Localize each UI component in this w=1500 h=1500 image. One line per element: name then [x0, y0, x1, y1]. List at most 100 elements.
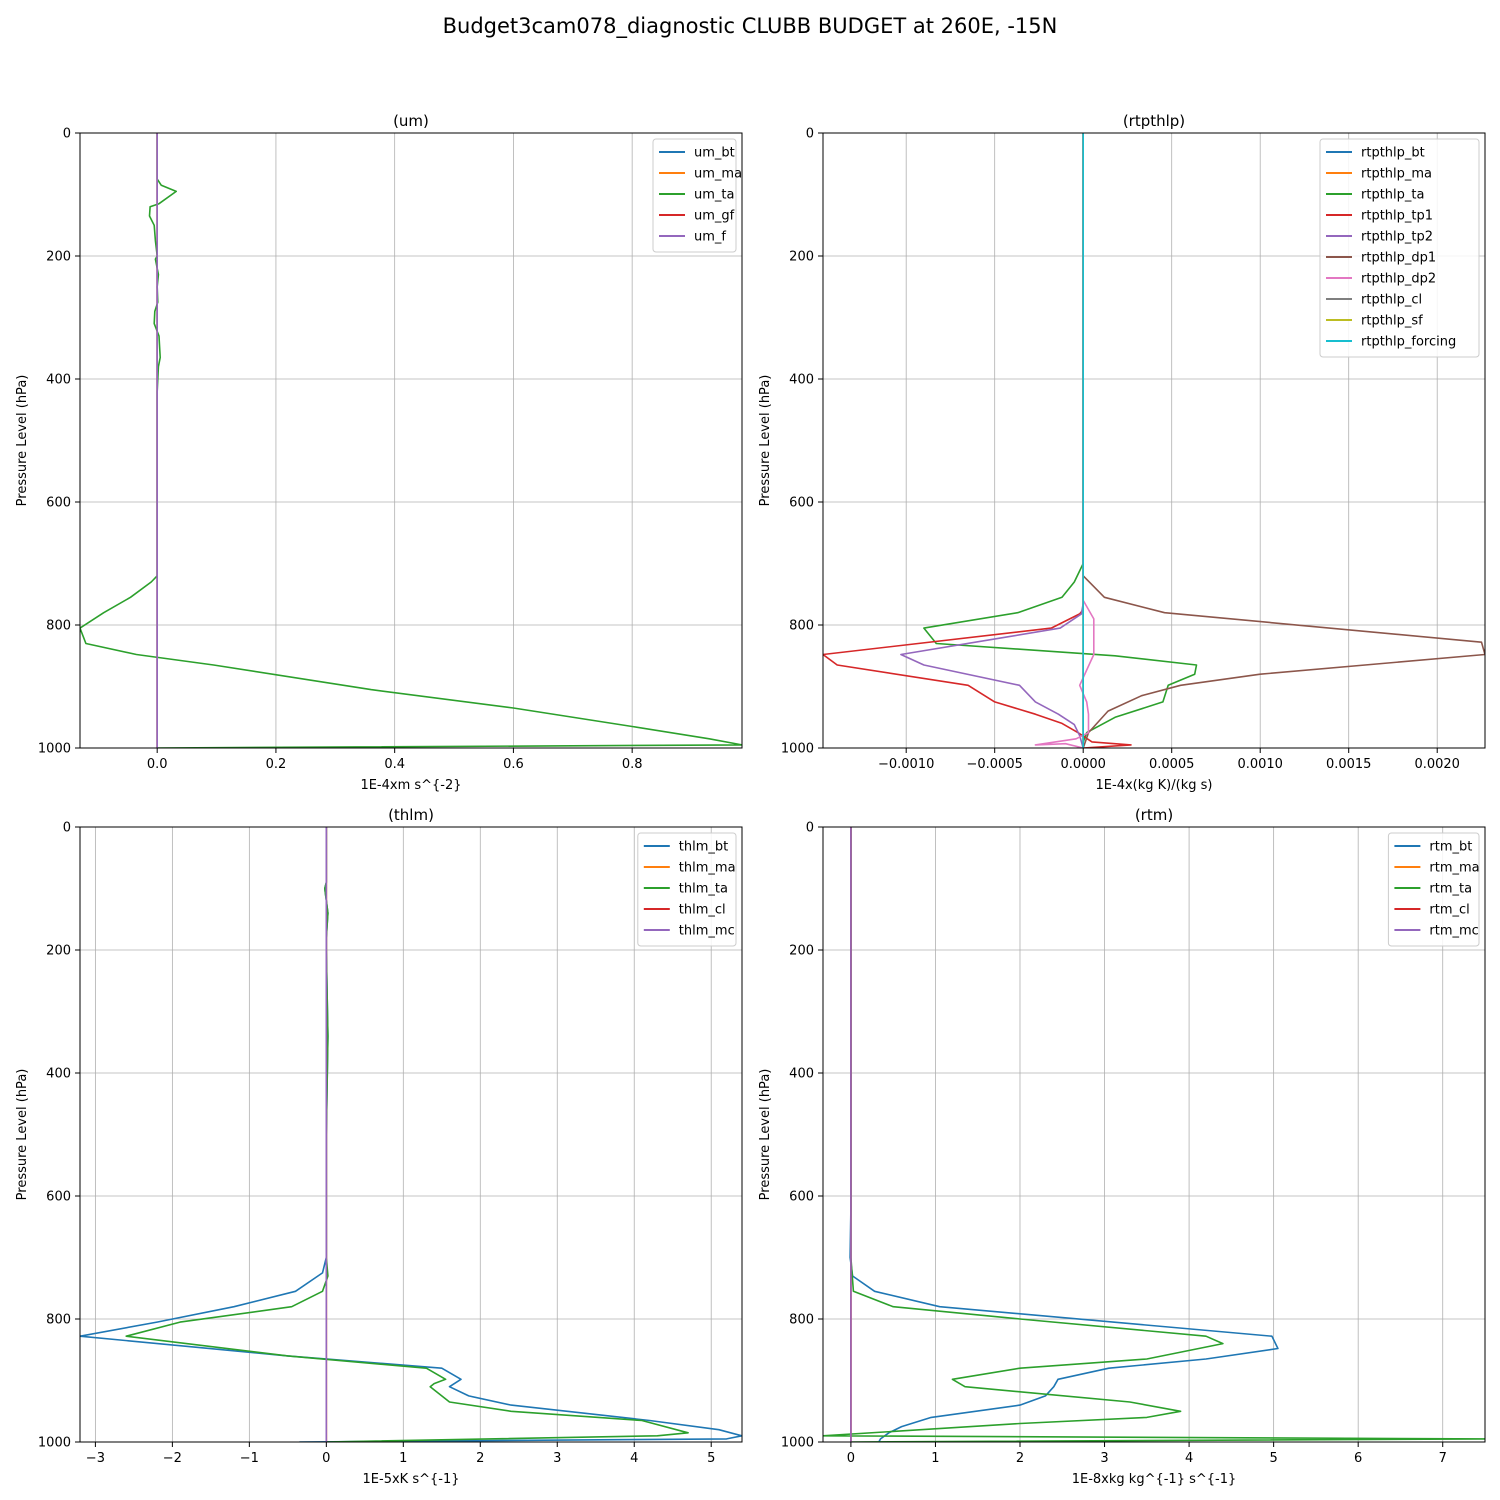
y-axis-label: Pressure Level (hPa)	[758, 375, 773, 507]
y-axis-label: Pressure Level (hPa)	[758, 1069, 773, 1201]
series-group	[80, 827, 742, 1442]
legend-label: thlm_ma	[679, 861, 736, 876]
x-tick-label: 0.0000	[1060, 757, 1106, 772]
y-tick-label: 1000	[781, 742, 814, 757]
legend-label: rtpthlp_dp2	[1361, 272, 1436, 287]
y-tick-label: 0	[63, 127, 71, 142]
x-tick-label: 0.8	[622, 757, 643, 772]
legend-label: rtpthlp_tp1	[1361, 209, 1433, 224]
x-tick-label: 0.0010	[1237, 757, 1283, 772]
y-tick-label: 1000	[38, 742, 71, 757]
x-axis-label: 1E-4xm s^{-2}	[360, 778, 461, 793]
y-tick-label: 800	[46, 619, 71, 634]
y-tick-label: 800	[789, 619, 814, 634]
x-tick-label: −3	[86, 1451, 105, 1466]
x-tick-label: 4	[1185, 1451, 1193, 1466]
x-tick-label: 0	[322, 1451, 330, 1466]
series-line-rtm_ta	[823, 827, 1485, 1442]
y-tick-label: 1000	[38, 1436, 71, 1451]
x-tick-label: 5	[1269, 1451, 1277, 1466]
x-tick-label: 0.0005	[1149, 757, 1195, 772]
legend-label: rtm_cl	[1429, 903, 1469, 918]
subplot-title: (thlm)	[388, 806, 434, 824]
legend-label: rtpthlp_cl	[1361, 293, 1422, 308]
figure-title: Budget3cam078_diagnostic CLUBB BUDGET at…	[442, 14, 1058, 38]
x-tick-label: 3	[1100, 1451, 1108, 1466]
x-axis-label: 1E-8xkg kg^{-1} s^{-1}	[1072, 1472, 1237, 1487]
x-tick-label: 2	[476, 1451, 484, 1466]
y-tick-label: 400	[46, 1067, 71, 1082]
legend-label: rtpthlp_sf	[1361, 314, 1423, 329]
y-tick-label: 200	[46, 250, 71, 265]
legend-box	[637, 832, 737, 947]
legend-label: rtpthlp_forcing	[1361, 335, 1456, 350]
axes-frame	[79, 826, 743, 1443]
subplot-title: (um)	[393, 112, 429, 130]
x-axis-label: 1E-4x(kg K)/(kg s)	[1096, 778, 1213, 793]
legend-label: um_f	[694, 230, 726, 245]
legend: thlm_bt thlm_ma thlm_ta thlm_cl thlm_mc	[637, 832, 737, 947]
legend-label: rtm_bt	[1429, 840, 1472, 855]
series-line-rtpthlp_tp2	[900, 133, 1084, 748]
x-tick-label: −0.0005	[966, 757, 1022, 772]
legend-label: um_ma	[694, 167, 742, 182]
axes-frame	[822, 132, 1486, 749]
legend-label: rtpthlp_ta	[1361, 188, 1424, 203]
x-tick-label: 7	[1439, 1451, 1447, 1466]
legend-label: thlm_bt	[679, 840, 728, 855]
x-tick-label: 6	[1354, 1451, 1362, 1466]
series-line-rtpthlp_dp2	[1034, 133, 1095, 748]
x-tick-label: 0.4	[384, 757, 405, 772]
x-tick-label: 5	[707, 1451, 715, 1466]
y-axis-label: Pressure Level (hPa)	[15, 375, 30, 507]
legend-label: rtpthlp_dp1	[1361, 251, 1436, 266]
y-tick-label: 1000	[781, 1436, 814, 1451]
y-tick-label: 0	[806, 821, 814, 836]
y-tick-label: 800	[789, 1313, 814, 1328]
legend-label: thlm_ta	[679, 882, 728, 897]
legend-box	[1387, 832, 1480, 947]
subplot-0: 0.0 0.2 0.4 0.6 0.8 0 200 400 600 800 1000 (um) 1E-4…	[15, 112, 743, 793]
subplot-1: −0.0010 −0.0005 0.0000 0.0005 0.0010 0.0015 0.…	[758, 112, 1486, 793]
legend-label: um_ta	[694, 188, 734, 203]
x-tick-label: 2	[1016, 1451, 1024, 1466]
y-tick-label: 200	[789, 944, 814, 959]
series-group	[823, 827, 1485, 1442]
legend-box	[652, 138, 737, 253]
x-tick-label: 1	[931, 1451, 939, 1466]
x-tick-label: 3	[553, 1451, 561, 1466]
x-tick-label: −1	[240, 1451, 259, 1466]
series-line-rtpthlp_dp1	[1082, 133, 1485, 748]
legend-label: rtm_ta	[1429, 882, 1472, 897]
series-line-thlm_ta	[125, 827, 689, 1442]
x-tick-label: 0.0015	[1326, 757, 1372, 772]
y-tick-label: 400	[46, 373, 71, 388]
y-tick-label: 200	[789, 250, 814, 265]
y-tick-label: 600	[46, 496, 71, 511]
subplot-title: (rtm)	[1135, 806, 1173, 824]
y-tick-label: 400	[789, 373, 814, 388]
y-tick-label: 600	[789, 1190, 814, 1205]
x-axis-label: 1E-5xK s^{-1}	[363, 1472, 460, 1487]
legend-label: um_bt	[694, 146, 735, 161]
x-tick-label: −2	[163, 1451, 182, 1466]
legend-box	[1319, 138, 1480, 358]
legend-label: rtm_ma	[1429, 861, 1479, 876]
legend-label: rtpthlp_bt	[1361, 146, 1425, 161]
x-tick-label: 4	[630, 1451, 638, 1466]
x-tick-label: −0.0010	[878, 757, 934, 772]
x-tick-label: 0.0020	[1414, 757, 1460, 772]
y-tick-label: 0	[806, 127, 814, 142]
subplot-3: 0 1 2 3 4 5 6 7 0 200 400 600 800 1000 (rtm) 1E-8xkg kg…	[758, 806, 1486, 1487]
series-group	[823, 133, 1485, 748]
y-tick-label: 600	[789, 496, 814, 511]
legend-label: rtpthlp_tp2	[1361, 230, 1433, 245]
y-axis-label: Pressure Level (hPa)	[15, 1069, 30, 1201]
legend-label: rtpthlp_ma	[1361, 167, 1432, 182]
series-line-rtpthlp_tp1	[823, 133, 1132, 748]
y-tick-label: 0	[63, 821, 71, 836]
x-tick-label: 0.0	[147, 757, 168, 772]
x-tick-label: 1	[399, 1451, 407, 1466]
legend-label: thlm_mc	[679, 924, 735, 939]
